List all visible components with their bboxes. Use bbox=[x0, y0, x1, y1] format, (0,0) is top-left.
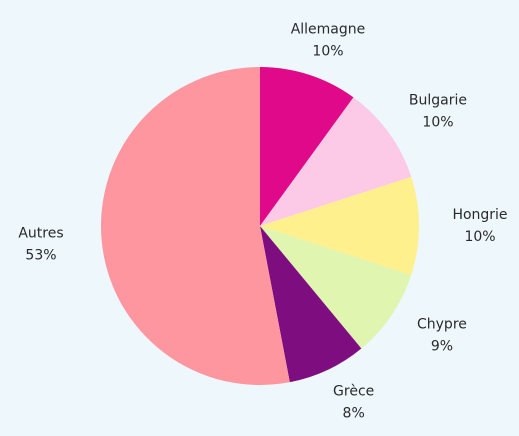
slice-label: Chypre bbox=[417, 317, 467, 333]
pie-slice bbox=[260, 97, 412, 226]
slice-value: 9% bbox=[431, 339, 453, 355]
slice-label: Autres bbox=[18, 225, 63, 241]
pie-slice bbox=[100, 67, 290, 386]
slice-value: 10% bbox=[422, 114, 453, 130]
slice-label: Grèce bbox=[333, 383, 374, 399]
slice-value: 10% bbox=[312, 44, 343, 60]
slice-label: Allemagne bbox=[291, 22, 366, 38]
slice-value: 10% bbox=[464, 229, 495, 245]
slice-label: Bulgarie bbox=[409, 92, 467, 108]
slice-label: Hongrie bbox=[452, 207, 507, 223]
slice-value: 53% bbox=[25, 247, 56, 263]
pie-slice bbox=[260, 67, 354, 226]
slice-value: 8% bbox=[343, 405, 365, 421]
pie-slice bbox=[260, 226, 362, 383]
pie-slice bbox=[260, 226, 412, 349]
pie-slice bbox=[260, 176, 419, 276]
